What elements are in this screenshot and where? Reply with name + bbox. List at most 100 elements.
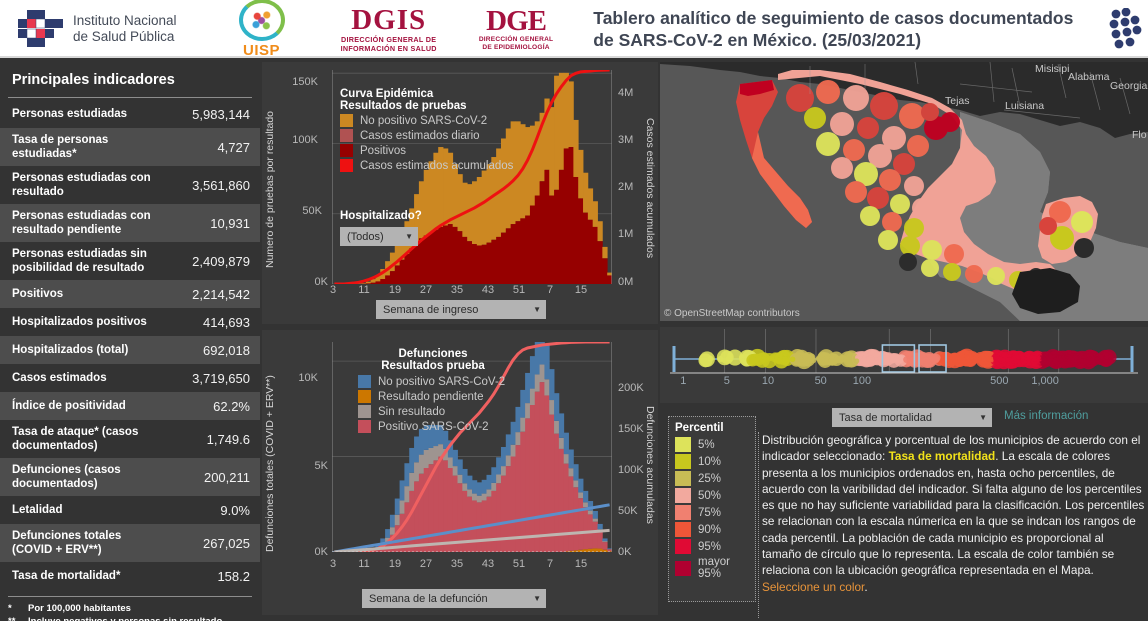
axis-tick-label: 15 bbox=[570, 284, 592, 296]
more-info-link[interactable]: Más información bbox=[1004, 410, 1088, 422]
percentile-swatch[interactable] bbox=[675, 522, 691, 537]
percentile-legend-item[interactable]: 50% bbox=[675, 488, 749, 503]
legend-item[interactable]: Positivos bbox=[340, 144, 550, 157]
legend-swatch bbox=[340, 129, 353, 142]
indicator-label: Personas estudiadas con resultado pendie… bbox=[12, 209, 162, 237]
percentile-legend-item[interactable]: mayor 95% bbox=[675, 556, 749, 580]
percentile-legend-item[interactable]: 25% bbox=[675, 471, 749, 486]
hospitalizado-dropdown[interactable]: (Todos) ▼ bbox=[340, 227, 418, 246]
legend-item[interactable]: No positivo SARS-CoV-2 bbox=[340, 114, 550, 127]
insp-line1: Instituto Nacional bbox=[73, 13, 177, 29]
axis-tick-label: 11 bbox=[353, 284, 375, 296]
legend-item[interactable]: Sin resultado bbox=[358, 405, 568, 418]
strip-tick-label: 500 bbox=[982, 375, 1016, 387]
percentile-legend-item[interactable]: 75% bbox=[675, 505, 749, 520]
axis-tick-label: 43 bbox=[477, 284, 499, 296]
percentile-legend[interactable]: Percentil 5% 10% 25% 50% 75% 90% 95% mayor 95% bbox=[668, 416, 756, 602]
percentile-swatch[interactable] bbox=[675, 437, 691, 452]
indicator-value: 692,018 bbox=[203, 343, 250, 358]
indicator-label: Defunciones totales (COVID + ERV**) bbox=[12, 529, 162, 557]
percentile-swatch[interactable] bbox=[675, 488, 691, 503]
indicator-row: Defunciones (casos documentados) 200,211 bbox=[0, 458, 260, 496]
axis-tick-label: 100K bbox=[284, 134, 318, 146]
indicator-row: Hospitalizados positivos 414,693 bbox=[0, 308, 260, 336]
percentile-swatch[interactable] bbox=[675, 471, 691, 486]
svg-text:Georgia: Georgia bbox=[1110, 80, 1148, 92]
axis-tick-label: 5K bbox=[296, 460, 328, 472]
epi-legend: Curva Epidémica Resultados de pruebas No… bbox=[340, 88, 550, 172]
footnote-divider bbox=[8, 596, 252, 597]
description-indicator-highlight: Tasa de mortalidad bbox=[889, 449, 996, 463]
percentile-legend-item[interactable]: 10% bbox=[675, 454, 749, 469]
indicator-value: 10,931 bbox=[210, 216, 250, 231]
indicator-row: Índice de positividad 62.2% bbox=[0, 392, 260, 420]
def-legend-items: No positivo SARS-CoV-2 Resultado pendient… bbox=[358, 375, 568, 433]
chevron-down-icon: ▼ bbox=[405, 232, 413, 241]
percentile-swatch[interactable] bbox=[675, 539, 691, 554]
percentile-legend-item[interactable]: 95% bbox=[675, 539, 749, 554]
axis-tick-label: 100K bbox=[618, 464, 644, 476]
axis-tick-label: 1M bbox=[618, 228, 633, 240]
semana-ingreso-dropdown[interactable]: Semana de ingreso ▼ bbox=[376, 300, 546, 319]
indicator-label: Tasa de mortalidad* bbox=[12, 569, 120, 583]
legend-item[interactable]: No positivo SARS-CoV-2 bbox=[358, 375, 568, 388]
indicators-list: Personas estudiadas 5,983,144 Tasa de pers… bbox=[0, 100, 260, 590]
legend-swatch bbox=[340, 114, 353, 127]
axis-tick-label: 0K bbox=[618, 546, 631, 558]
axis-tick-label: 150K bbox=[284, 76, 318, 88]
legend-swatch bbox=[358, 375, 371, 388]
indicator-row: Casos estimados 3,719,650 bbox=[0, 364, 260, 392]
distribution-strip-plot[interactable]: 1 5 10 50 100 500 1,000 bbox=[660, 327, 1148, 403]
indicator-value: 3,719,650 bbox=[192, 371, 250, 386]
select-color-link[interactable]: Seleccione un color bbox=[762, 580, 864, 594]
legend-item[interactable]: Casos estimados diario bbox=[340, 129, 550, 142]
legend-item[interactable]: Resultado pendiente bbox=[358, 390, 568, 403]
legend-label: Casos estimados acumulados bbox=[360, 160, 513, 172]
indicator-select-dropdown[interactable]: Tasa de mortalidad ▼ bbox=[832, 408, 992, 427]
axis-tick-label: 7 bbox=[539, 284, 561, 296]
def-chart-subtitle: Resultados prueba bbox=[358, 360, 508, 372]
axis-tick-label: 50K bbox=[618, 505, 638, 517]
insp-line2: de Salud Pública bbox=[73, 29, 177, 45]
strip-tick-label: 1,000 bbox=[1028, 375, 1062, 387]
legend-swatch bbox=[358, 420, 371, 433]
dgis-sub1: DIRECCIÓN GENERAL DE bbox=[341, 35, 437, 44]
percentile-legend-item[interactable]: 5% bbox=[675, 437, 749, 452]
epi-legend-items: No positivo SARS-CoV-2 Casos estimados di… bbox=[340, 114, 550, 172]
semana-defuncion-dropdown[interactable]: Semana de la defunción ▼ bbox=[362, 589, 546, 608]
strip-tick-label: 10 bbox=[751, 375, 785, 387]
percentile-swatch[interactable] bbox=[675, 561, 691, 576]
mexico-choropleth-map[interactable]: Tejas Luisiana Misisipi Alabama Georgia … bbox=[660, 62, 1148, 321]
indicator-label: Casos estimados bbox=[12, 371, 107, 385]
percentile-label: 75% bbox=[698, 507, 721, 519]
axis-tick-label: 15 bbox=[570, 558, 592, 570]
indicator-row: Positivos 2,214,542 bbox=[0, 280, 260, 308]
legend-item[interactable]: Casos estimados acumulados bbox=[340, 159, 550, 172]
dgis-sub2: INFORMACIÓN EN SALUD bbox=[341, 44, 437, 53]
percentile-legend-title: Percentil bbox=[675, 422, 749, 434]
indicator-row: Tasa de ataque* (casos documentados) 1,74… bbox=[0, 420, 260, 458]
uisp-logo: UISP bbox=[229, 0, 295, 59]
epi-chart-subtitle: Resultados de pruebas bbox=[340, 100, 550, 112]
map-attribution: © OpenStreetMap contributors bbox=[664, 308, 800, 319]
axis-tick-label: 2M bbox=[618, 181, 633, 193]
legend-label: Resultado pendiente bbox=[378, 391, 484, 403]
percentile-swatch[interactable] bbox=[675, 505, 691, 520]
axis-tick-label: 35 bbox=[446, 284, 468, 296]
indicator-row: Tasa de mortalidad* 158.2 bbox=[0, 562, 260, 590]
axis-tick-label: 27 bbox=[415, 558, 437, 570]
percentile-swatch[interactable] bbox=[675, 454, 691, 469]
indicator-value: 158.2 bbox=[217, 569, 250, 584]
insp-logo-text: Instituto Nacional de Salud Pública bbox=[73, 13, 177, 45]
indicator-row: Personas estudiadas con resultado 3,561,8… bbox=[0, 166, 260, 204]
axis-tick-label: 27 bbox=[415, 284, 437, 296]
indicator-label: Tasa de ataque* (casos documentados) bbox=[12, 425, 162, 453]
indicator-value: 1,749.6 bbox=[207, 432, 250, 447]
dge-sub1: DIRECCIÓN GENERAL bbox=[479, 36, 553, 45]
axis-tick-label: 0K bbox=[296, 546, 328, 558]
indicator-label: Defunciones (casos documentados) bbox=[12, 463, 162, 491]
legend-item[interactable]: Positivo SARS-CoV-2 bbox=[358, 420, 568, 433]
axis-tick-label: 35 bbox=[446, 558, 468, 570]
percentile-legend-item[interactable]: 90% bbox=[675, 522, 749, 537]
epi-y-axis-right-title: Casos estimados acumulados bbox=[644, 86, 656, 291]
